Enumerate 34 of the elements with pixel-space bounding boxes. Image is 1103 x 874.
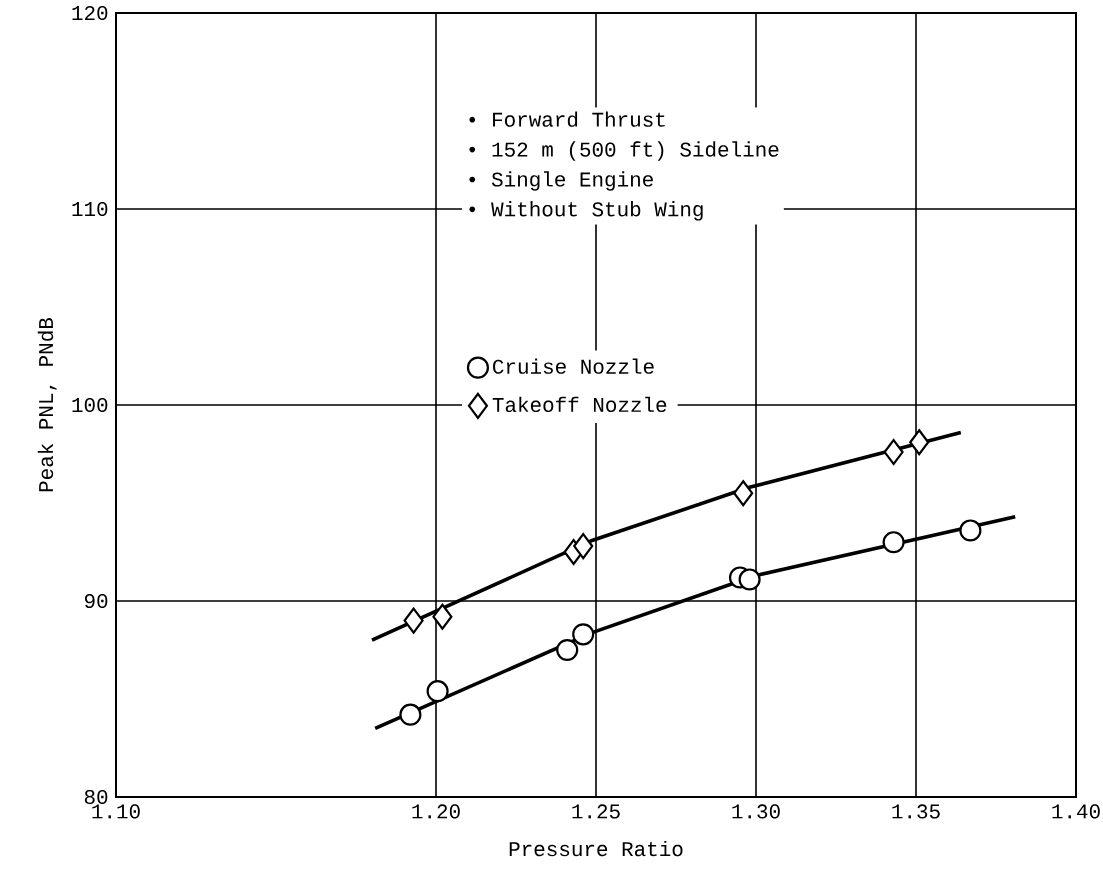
line-series bbox=[373, 514, 1017, 731]
x-tick-label: 1.30 bbox=[732, 804, 780, 819]
x-tick-label: 1.35 bbox=[892, 804, 940, 819]
point bbox=[572, 623, 595, 646]
point bbox=[573, 533, 594, 560]
point bbox=[399, 703, 422, 726]
annotation: • Single Engine bbox=[469, 171, 653, 191]
point bbox=[403, 607, 424, 634]
point bbox=[426, 680, 449, 703]
y-tick-label: 110 bbox=[72, 201, 108, 217]
annotation: • Forward Thrust bbox=[469, 111, 665, 127]
x-tick-label: 1.20 bbox=[412, 804, 460, 819]
line-series bbox=[370, 430, 963, 642]
y-tick-label: 120 bbox=[72, 5, 108, 21]
annotation: • 152 m (500 ft) Sideline bbox=[469, 141, 779, 161]
y-axis-title: Peak PNL, PNdB bbox=[37, 317, 57, 492]
point bbox=[556, 638, 579, 662]
x-tick-label: 1.10 bbox=[92, 804, 140, 819]
point bbox=[909, 429, 930, 456]
legend-label: Cruise Nozzle bbox=[493, 358, 654, 374]
legend-label: Takeoff Nozzle bbox=[492, 396, 667, 413]
y-tick-label: 80 bbox=[84, 789, 108, 805]
point bbox=[882, 531, 905, 554]
x-tick-label: 1.40 bbox=[1052, 804, 1100, 819]
annotation: • Without Stub Wing bbox=[469, 201, 703, 221]
point bbox=[959, 519, 982, 542]
y-tick-label: 100 bbox=[72, 397, 108, 413]
y-tick-label: 90 bbox=[84, 593, 108, 609]
point bbox=[738, 568, 761, 591]
x-tick-label: 1.25 bbox=[572, 804, 620, 819]
point bbox=[733, 480, 754, 507]
point bbox=[432, 603, 453, 630]
point bbox=[883, 438, 904, 466]
x-axis-title: Pressure Ratio bbox=[509, 840, 683, 857]
